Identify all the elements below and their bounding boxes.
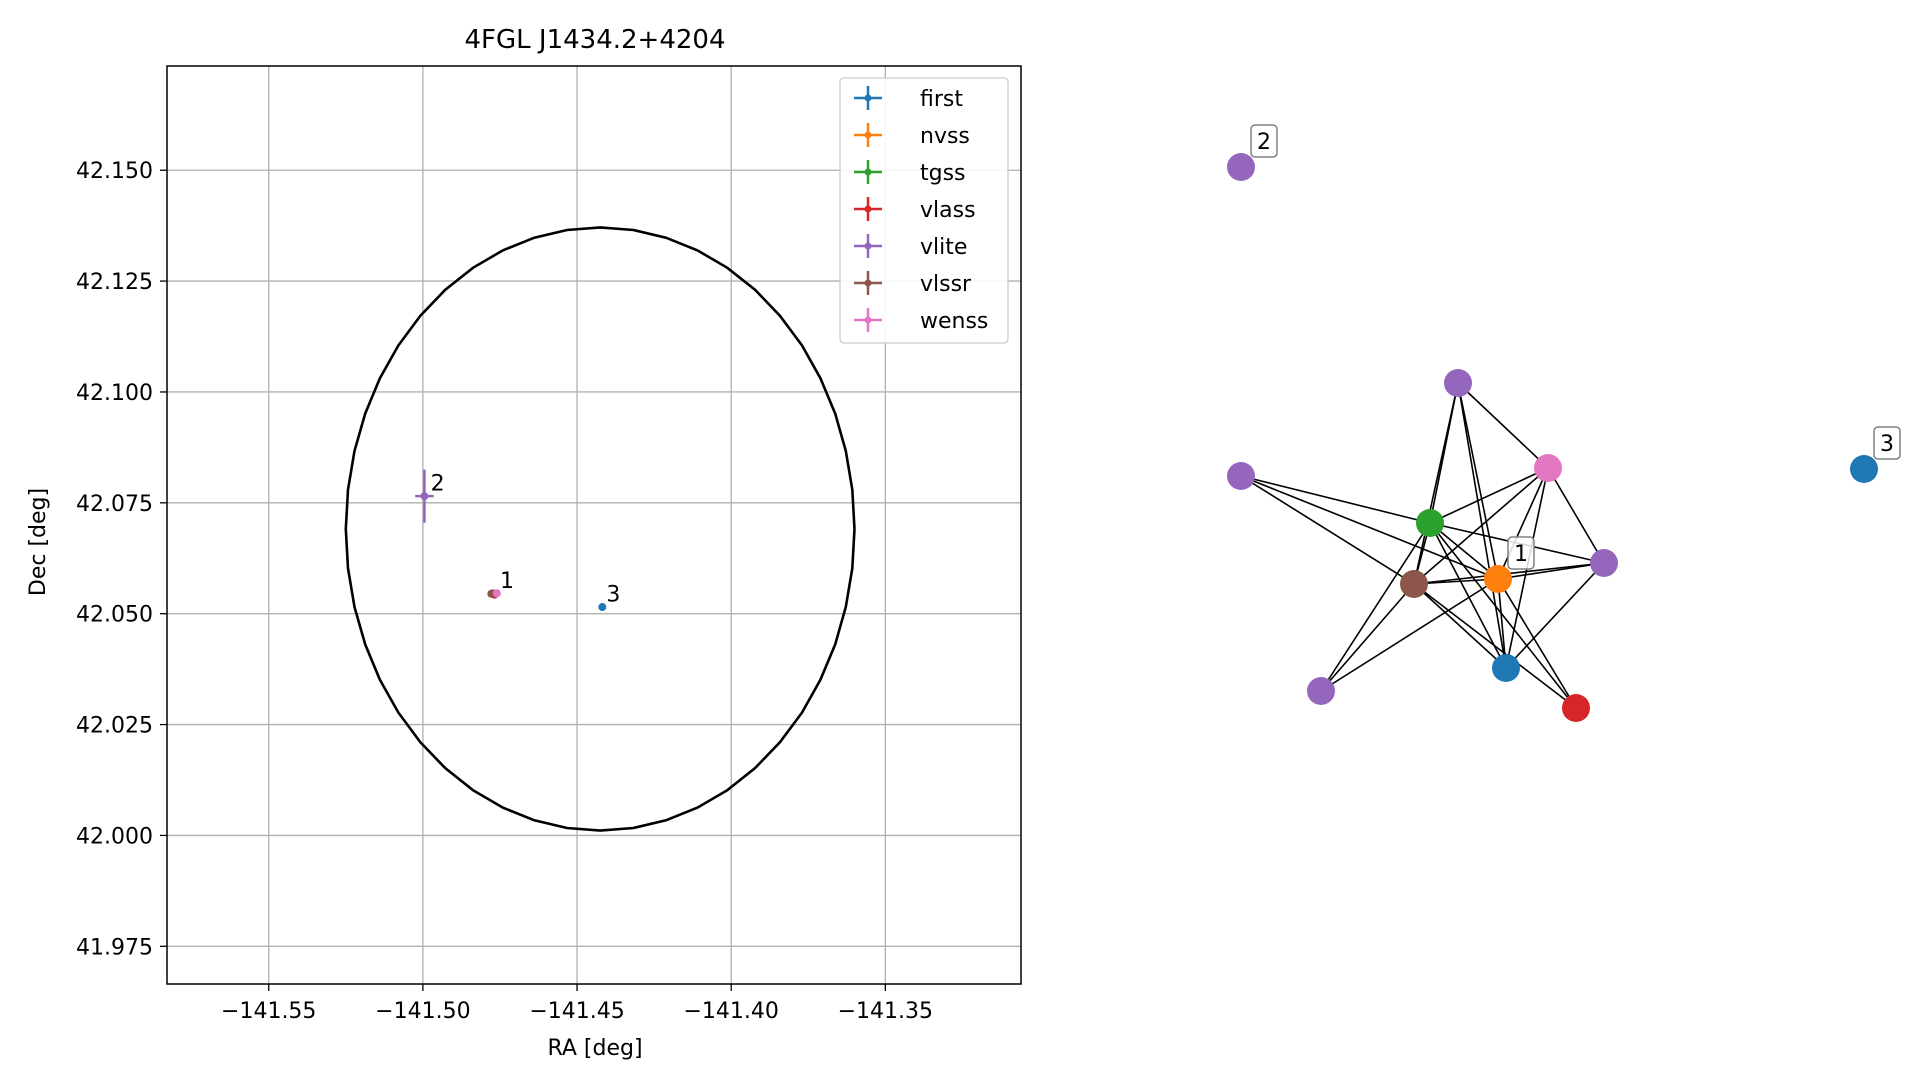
legend-label: tgss: [920, 161, 966, 186]
legend: first nvss tgss vlass vlite vlssr wenss: [839, 77, 1009, 344]
annotation-label: 1: [500, 569, 514, 594]
svg-text:3: 3: [1880, 432, 1894, 457]
svg-text:2: 2: [1257, 130, 1271, 155]
point-annotations: 1 2 3: [431, 471, 621, 607]
data-points: [415, 469, 607, 612]
legend-label: vlass: [920, 198, 976, 223]
network-edge: [1320, 583, 1415, 692]
network-edge: [1240, 475, 1415, 585]
legend-label: vlite: [920, 235, 967, 260]
localization-ellipse: [344, 226, 856, 832]
network-nodes: [1227, 153, 1878, 722]
axis-ticks: −141.55 −141.50 −141.45 −141.40 −141.35 41.97…: [76, 159, 933, 1024]
y-tick-label: 42.100: [76, 381, 153, 406]
network-edge: [1320, 578, 1499, 692]
network-edge: [1240, 475, 1431, 524]
data-point-vlite: [415, 469, 434, 523]
y-tick-label: 42.000: [76, 824, 153, 849]
y-tick-label: 42.075: [76, 492, 153, 517]
annotation-label: 3: [606, 582, 620, 607]
x-tick-label: −141.45: [529, 999, 624, 1024]
y-tick-label: 42.125: [76, 270, 153, 295]
legend-entry-vlssr: vlssr: [854, 271, 972, 297]
network-edge: [1457, 382, 1549, 469]
network-edge: [1505, 562, 1605, 669]
network-node-n-vlite-a: [1444, 369, 1472, 397]
x-tick-label: −141.35: [838, 999, 933, 1024]
y-axis-label: Dec [deg]: [26, 488, 51, 596]
network-node-label: 1: [1507, 536, 1535, 570]
network-edge: [1497, 467, 1549, 580]
network-edge: [1413, 583, 1577, 709]
chart-title: 4FGL J1434.2+4204: [465, 25, 726, 55]
y-tick-label: 42.050: [76, 603, 153, 628]
network-edge: [1413, 467, 1549, 585]
network-edge: [1413, 583, 1507, 669]
network-edges: [1240, 382, 1605, 709]
network-edge: [1320, 522, 1431, 692]
network-node-n-vlite-d: [1307, 677, 1335, 705]
network-edge: [1497, 578, 1577, 709]
scatter-panel: 4FGL J1434.2+4204 123 −141.55 −141.50 −141…: [26, 25, 1022, 1061]
annotation-label: 2: [431, 471, 445, 496]
network-node-n-first: [1492, 654, 1520, 682]
x-tick-label: −141.55: [221, 999, 316, 1024]
legend-entry-tgss: tgss: [854, 160, 966, 186]
network-node-n-tgss: [1416, 509, 1444, 537]
network-node-n-first-3: [1850, 455, 1878, 483]
data-point-first: [598, 603, 607, 612]
legend-label: first: [920, 87, 963, 112]
svg-text:1: 1: [1514, 542, 1528, 567]
legend-entry-first: first: [854, 86, 963, 112]
x-tick-label: −141.50: [375, 999, 470, 1024]
y-tick-label: 41.975: [76, 935, 153, 960]
network-node-n-vlass: [1562, 694, 1590, 722]
data-point-wenss: [492, 589, 501, 598]
ellipse-layer: [344, 226, 856, 832]
network-edge: [1413, 382, 1459, 585]
legend-box: [839, 77, 1009, 344]
network-node-n-wenss: [1534, 454, 1562, 482]
network-node-label: 2: [1250, 124, 1278, 158]
network-node-n-nvss: [1484, 565, 1512, 593]
y-tick-label: 42.025: [76, 714, 153, 739]
y-tick-label: 42.150: [76, 159, 153, 184]
network-edge: [1240, 475, 1499, 580]
legend-entry-vlite: vlite: [854, 234, 967, 260]
legend-entry-wenss: wenss: [854, 308, 988, 334]
network-node-n-vlite-b: [1227, 462, 1255, 490]
legend-label: wenss: [920, 309, 988, 334]
legend-entry-nvss: nvss: [854, 123, 970, 149]
network-edge: [1429, 522, 1499, 580]
axes-frame: [166, 65, 1022, 985]
network-node-n-vlite-2: [1227, 153, 1255, 181]
legend-entry-vlass: vlass: [854, 197, 976, 223]
network-edge: [1429, 467, 1549, 524]
network-node-label: 3: [1873, 426, 1901, 460]
network-edge: [1429, 522, 1577, 709]
legend-label: nvss: [920, 124, 970, 149]
network-panel: 1 2 3: [1227, 124, 1901, 722]
x-tick-label: −141.40: [683, 999, 778, 1024]
network-labels: 1 2 3: [1250, 124, 1901, 570]
network-edge: [1457, 382, 1499, 580]
legend-label: vlssr: [920, 272, 972, 297]
network-node-n-vlssr: [1400, 570, 1428, 598]
network-node-n-vlite-c: [1590, 549, 1618, 577]
network-edge: [1547, 467, 1605, 564]
x-axis-label: RA [deg]: [547, 1036, 642, 1061]
